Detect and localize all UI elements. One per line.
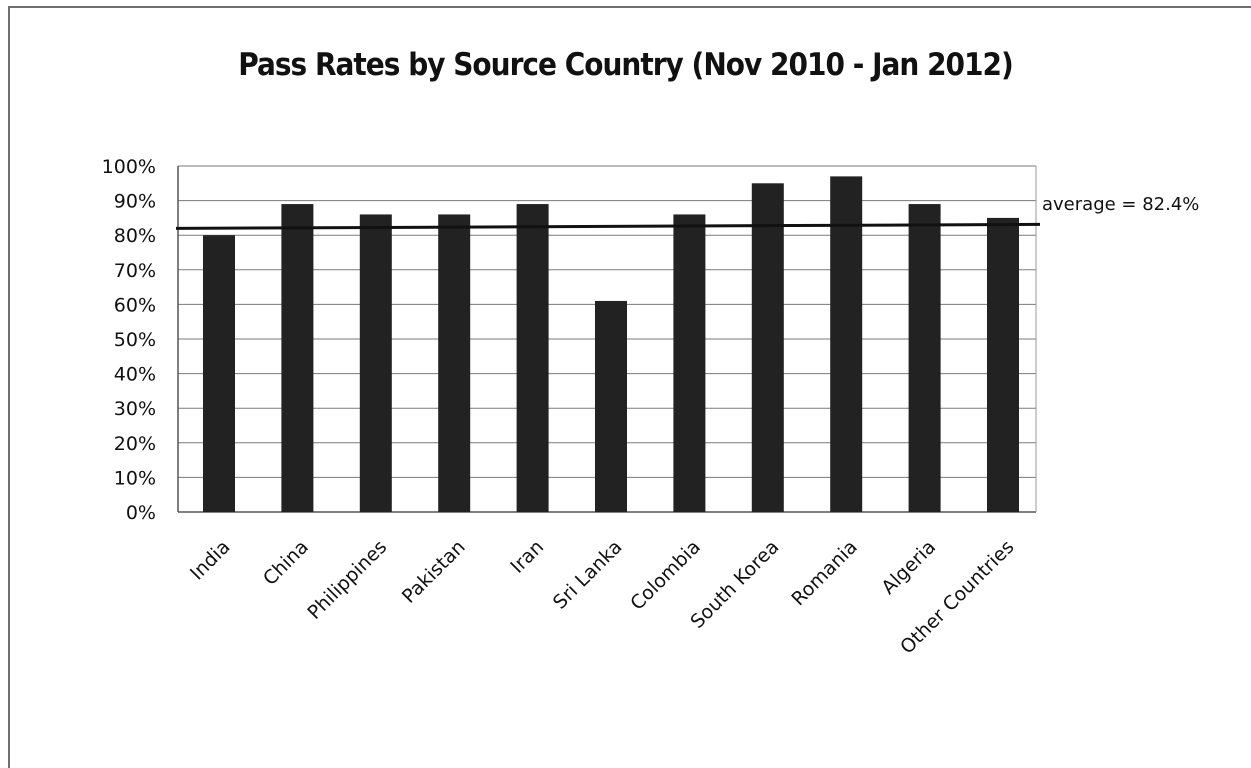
bar [438, 214, 471, 512]
x-tick-label: Colombia [626, 536, 705, 615]
x-tick-label: Pakistan [398, 536, 470, 608]
y-tick-label: 50% [114, 329, 156, 351]
average-label: average = 82.4% [1042, 194, 1199, 215]
bar [281, 204, 314, 512]
y-tick-label: 80% [114, 225, 156, 247]
average-reference: average = 82.4% [175, 194, 1199, 230]
y-tick-label: 0% [126, 502, 156, 524]
x-tick-label: India [186, 536, 235, 585]
bar [908, 204, 941, 512]
y-tick-label: 40% [114, 364, 156, 386]
bar [595, 300, 627, 512]
y-tick-label: 20% [114, 433, 156, 455]
average-line [175, 222, 1041, 230]
bar [987, 217, 1019, 512]
bars [203, 176, 1019, 513]
x-tick-label: Algeria [877, 536, 940, 599]
bar [830, 176, 863, 512]
bar [203, 235, 235, 512]
y-tick-label: 10% [114, 467, 156, 489]
y-tick-label: 60% [114, 294, 156, 316]
chart-title: Pass Rates by Source Country (Nov 2010 -… [238, 46, 1014, 83]
y-tick-label: 90% [114, 191, 156, 213]
y-tick-label: 30% [114, 398, 156, 420]
y-tick-label: 100% [102, 156, 156, 178]
x-tick-label: Romania [787, 536, 861, 610]
y-tick-label: 70% [114, 260, 156, 282]
bar [751, 183, 784, 513]
x-tick-label: Philippines [303, 536, 391, 624]
bar [516, 204, 549, 512]
bar [359, 214, 392, 512]
y-tick-labels: 0% 10% 20% 30% 40% 50% 60% 70% 80% 90% 100% [102, 156, 156, 524]
x-tick-label: Iran [506, 536, 548, 578]
x-tick-label: China [259, 536, 313, 590]
x-tick-label: Sri Lanka [549, 536, 627, 614]
bar [673, 214, 706, 512]
